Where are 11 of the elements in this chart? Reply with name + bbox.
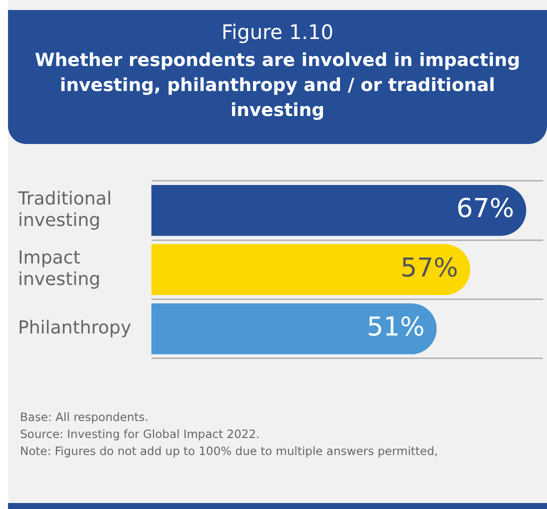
chart-subtitle: Whether respondents are involved in impacting investing, philanthropy and / or traditional investing xyxy=(34,49,522,123)
chart-title: Figure 1.10 xyxy=(220,20,334,44)
data-label: 57% xyxy=(400,253,458,284)
y-tick-label: Philanthropy xyxy=(18,317,132,338)
y-tick-label: Impact investing xyxy=(18,247,100,290)
y-tick-label: Traditional investing xyxy=(17,188,112,231)
data-label: 51% xyxy=(366,312,425,343)
data-label: 67% xyxy=(456,194,514,224)
text: Base: All respondents. xyxy=(20,410,150,425)
source-note: Source: Investing for Global Impact 2022. xyxy=(20,427,261,442)
text: Note: Figures do not add up to 100% due to multiple answers permitted, xyxy=(20,444,439,459)
